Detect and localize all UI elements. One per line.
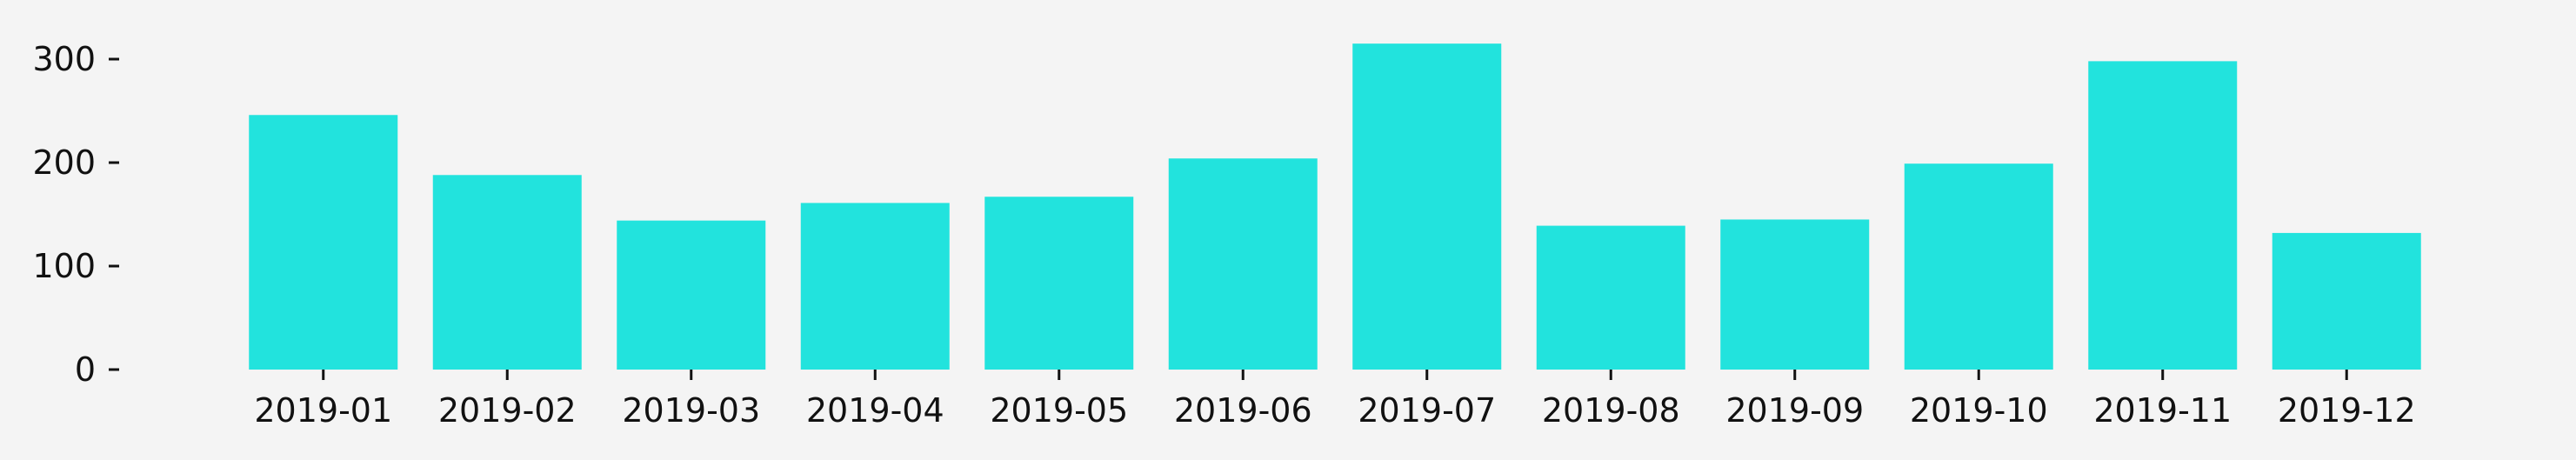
y-tick-label: 200: [32, 143, 96, 182]
x-axis: 2019-01 2019-02 2019-03 2019-04 2019-05 2019-…: [254, 370, 2416, 430]
bar-2019-08: [1536, 225, 1685, 370]
bar-2019-10: [1904, 163, 2053, 370]
bar-series: [249, 43, 2421, 370]
bar-2019-12: [2272, 232, 2421, 370]
bar-2019-02: [432, 175, 582, 370]
x-tick-label: 2019-07: [1358, 391, 1496, 430]
bar-2019-06: [1168, 158, 1318, 370]
x-tick-label: 2019-09: [1725, 391, 1864, 430]
bar-2019-05: [984, 197, 1134, 370]
x-tick-label: 2019-05: [990, 391, 1128, 430]
x-tick-label: 2019-12: [2278, 391, 2416, 430]
x-tick-label: 2019-03: [622, 391, 760, 430]
x-tick-label: 2019-08: [1542, 391, 1680, 430]
bar-2019-11: [2088, 61, 2238, 370]
bar-2019-09: [1720, 219, 1870, 370]
y-tick-label: 300: [32, 40, 96, 78]
y-tick-label: 0: [75, 350, 96, 389]
bar-2019-07: [1352, 43, 1502, 370]
y-axis: 0 100 200 300: [32, 40, 119, 389]
bar-2019-03: [617, 220, 766, 370]
x-tick-label: 2019-04: [806, 391, 944, 430]
bar-2019-04: [800, 203, 950, 370]
x-tick-label: 2019-02: [438, 391, 577, 430]
x-tick-label: 2019-06: [1174, 391, 1312, 430]
x-tick-label: 2019-11: [2093, 391, 2232, 430]
bar-2019-01: [249, 115, 398, 370]
x-tick-label: 2019-01: [254, 391, 392, 430]
y-tick-label: 100: [32, 247, 96, 285]
x-tick-label: 2019-10: [1910, 391, 2048, 430]
